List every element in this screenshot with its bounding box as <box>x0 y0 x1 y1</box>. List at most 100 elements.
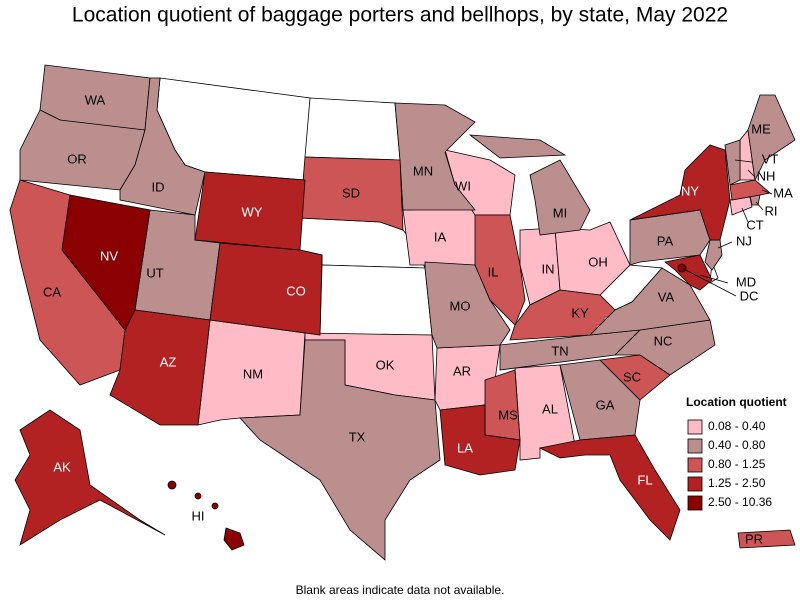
legend-swatch <box>687 476 703 492</box>
state-label: GA <box>596 397 615 412</box>
state-label: WA <box>85 92 106 107</box>
state-shape <box>664 254 713 291</box>
callout <box>681 267 737 297</box>
state-label: SD <box>342 185 360 200</box>
state-label: MA <box>773 185 793 200</box>
note: Blank areas indicate data not available. <box>296 583 505 597</box>
state-shape <box>747 94 796 182</box>
state-label: WI <box>455 178 471 193</box>
state-shape <box>239 339 441 561</box>
state-label: NV <box>100 248 118 263</box>
state-label: ME <box>751 121 771 136</box>
state-shape <box>119 77 206 216</box>
state-shape <box>223 527 245 551</box>
state-shape <box>474 214 526 326</box>
callout <box>761 189 773 195</box>
state-shape <box>588 267 711 336</box>
state-shape <box>61 194 151 331</box>
legend-swatch <box>687 457 703 473</box>
callout <box>755 201 764 211</box>
callout <box>717 241 733 249</box>
state-shape <box>729 179 771 201</box>
state-shape <box>724 139 741 186</box>
legend-swatch <box>687 438 703 454</box>
state-label: OH <box>588 254 608 269</box>
state-shape <box>304 97 401 161</box>
legend-swatch <box>687 495 703 511</box>
state-shape <box>514 364 576 461</box>
state-shape <box>209 242 323 336</box>
state-label: MO <box>450 298 471 313</box>
state-label: CA <box>43 284 61 299</box>
state-label: AR <box>453 363 471 378</box>
state-label: NY <box>681 183 699 198</box>
state-label: MS <box>498 407 518 422</box>
callout <box>747 169 756 178</box>
state-label: PA <box>657 233 674 248</box>
state-label: PR <box>745 531 763 546</box>
legend-label: 0.08 - 0.40 <box>708 419 766 433</box>
state-label: OR <box>67 151 87 166</box>
state-label: VT <box>762 151 779 166</box>
state-shape <box>319 264 433 336</box>
state-label: NJ <box>736 233 752 248</box>
state-label: CO <box>286 283 306 298</box>
state-shape <box>599 354 671 401</box>
state-label: WY <box>242 204 263 219</box>
state-shape <box>737 529 796 549</box>
callout <box>741 207 749 223</box>
state-labels: VT NH MA RI CT NJ MD DC IA WI IN OH NM O… <box>43 92 793 546</box>
state-label: IN <box>542 261 555 276</box>
state-shape <box>484 369 521 441</box>
state-label: VA <box>658 289 675 304</box>
legend: Location quotient 0.08 - 0.40 0.40 - 0.80… <box>686 395 787 511</box>
state-label: KY <box>571 305 589 320</box>
state-label: ID <box>152 179 165 194</box>
state-label: RI <box>765 203 778 218</box>
state-label: MN <box>413 163 433 178</box>
map-title: Location quotient of baggage porters and… <box>72 4 728 27</box>
callouts <box>681 159 773 297</box>
states <box>9 64 796 561</box>
state-shape <box>211 502 219 510</box>
state-shape <box>509 289 616 341</box>
legend-label: 0.40 - 0.80 <box>708 438 766 452</box>
callout <box>699 274 729 284</box>
legend-label: 2.50 - 10.36 <box>708 495 772 509</box>
state-label: AK <box>53 459 71 474</box>
state-label: TN <box>551 343 568 358</box>
state-label: TX <box>349 429 366 444</box>
state-label: MD <box>736 274 756 289</box>
state-label: UT <box>146 265 163 280</box>
state-label: IA <box>434 229 447 244</box>
state-label: NH <box>757 168 776 183</box>
state-shape <box>529 159 591 236</box>
legend-label: 1.25 - 2.50 <box>708 476 766 490</box>
state-shape <box>194 492 202 500</box>
legend-title: Location quotient <box>686 395 787 409</box>
callout <box>734 159 753 163</box>
state-shape <box>14 409 166 546</box>
state-label: LA <box>457 440 473 455</box>
state-label: NC <box>654 333 673 348</box>
state-label: DC <box>740 288 759 303</box>
state-label: IL <box>488 264 499 279</box>
legend-label: 0.80 - 1.25 <box>708 457 766 471</box>
state-label: CT <box>746 217 763 232</box>
state-shape <box>629 144 731 241</box>
state-label: FL <box>637 472 652 487</box>
state-shape <box>167 480 177 490</box>
state-label: AL <box>542 401 558 416</box>
state-shape <box>704 239 723 271</box>
legend-swatch <box>687 419 703 435</box>
state-shape <box>439 404 521 476</box>
state-label: HI <box>192 508 205 523</box>
state-shape <box>468 134 567 159</box>
state-label: NM <box>243 366 263 381</box>
state-label: AZ <box>160 354 177 369</box>
state-label: SC <box>623 369 641 384</box>
state-label: MI <box>553 205 567 220</box>
state-shape <box>109 309 211 426</box>
state-shape <box>538 434 681 541</box>
